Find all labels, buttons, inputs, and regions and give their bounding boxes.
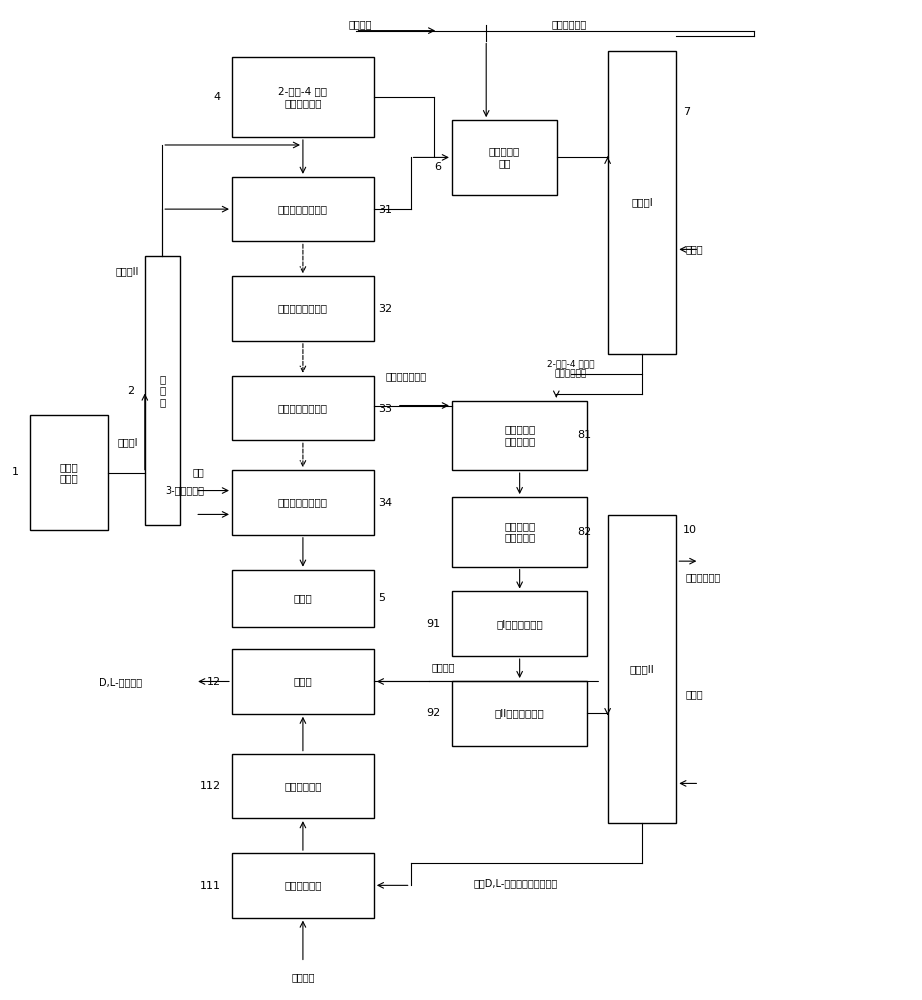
Text: D,L-甲硫氨酸: D,L-甲硫氨酸: [99, 677, 142, 687]
Text: 气提塔I: 气提塔I: [632, 197, 653, 207]
Text: 第一级中和釜: 第一级中和釜: [284, 880, 322, 890]
Text: 氨水溶液: 氨水溶液: [349, 20, 372, 30]
Text: 混合气I: 混合气I: [118, 437, 138, 447]
Bar: [145, 256, 180, 525]
Text: 112: 112: [200, 781, 221, 791]
Text: 第四级釜式反应器: 第四级釜式反应器: [278, 497, 328, 507]
Text: 2-羟基-4 甲硫
亚丁腈储存罐: 2-羟基-4 甲硫 亚丁腈储存罐: [278, 86, 327, 108]
Bar: [608, 51, 677, 354]
Text: 收焦: 收焦: [193, 467, 205, 477]
Text: 81: 81: [577, 430, 591, 440]
Text: 31: 31: [379, 205, 393, 215]
Bar: [232, 376, 374, 440]
Text: 二氧化碳: 二氧化碳: [291, 972, 315, 982]
Text: 2-羟基-4 甲硫亚
丁腈的水溶液: 2-羟基-4 甲硫亚 丁腈的水溶液: [548, 359, 595, 378]
Text: 第三级釜式反应器: 第三级釜式反应器: [278, 403, 328, 413]
Bar: [232, 57, 374, 137]
Bar: [608, 515, 677, 823]
Text: 未反应完的氰: 未反应完的氰: [551, 20, 586, 30]
Text: 碳酸氢钾水溶液: 碳酸氢钾水溶液: [385, 371, 426, 381]
Text: 91: 91: [427, 619, 441, 629]
Bar: [452, 497, 587, 567]
Text: 第II级釜式反应器: 第II级釜式反应器: [495, 708, 545, 718]
Text: 2: 2: [126, 386, 134, 396]
Text: 111: 111: [200, 881, 221, 891]
Text: 12: 12: [207, 677, 221, 687]
Bar: [30, 415, 108, 530]
Bar: [452, 401, 587, 470]
Text: 5: 5: [379, 593, 385, 603]
Text: 92: 92: [427, 708, 441, 718]
Text: 水蒸气: 水蒸气: [686, 689, 703, 699]
Text: 第一级釜式反应器: 第一级釜式反应器: [278, 204, 328, 214]
Bar: [232, 470, 374, 535]
Text: 34: 34: [379, 498, 393, 508]
Text: 结晶釜: 结晶釜: [293, 676, 313, 686]
Text: 吸
收
塔: 吸 收 塔: [160, 374, 165, 407]
Bar: [232, 177, 374, 241]
Bar: [232, 853, 374, 918]
Bar: [232, 276, 374, 341]
Text: 焚烧炉: 焚烧炉: [293, 593, 313, 603]
Text: 第二级釜式反应器: 第二级釜式反应器: [278, 304, 328, 314]
Bar: [452, 681, 587, 746]
Bar: [452, 591, 587, 656]
Text: 静态混合反
应器: 静态混合反 应器: [489, 147, 520, 168]
Text: 1: 1: [12, 467, 19, 477]
Text: 第二级中和釜: 第二级中和釜: [284, 781, 322, 791]
Text: 7: 7: [683, 107, 690, 117]
Text: 含有D,L-甲硫氨酸钾的水溶液: 含有D,L-甲硫氨酸钾的水溶液: [474, 878, 558, 888]
Text: 气提塔II: 气提塔II: [630, 664, 655, 674]
Bar: [232, 649, 374, 714]
Text: 33: 33: [379, 404, 393, 414]
Text: 4: 4: [214, 92, 221, 102]
Bar: [452, 120, 557, 195]
Bar: [232, 570, 374, 627]
Text: 氢氰酸
合成塔: 氢氰酸 合成塔: [60, 462, 78, 483]
Text: 第I级釜式反应器: 第I级釜式反应器: [496, 619, 543, 629]
Text: 82: 82: [577, 527, 591, 537]
Text: 3-甲硫亚丙醛: 3-甲硫亚丙醛: [165, 485, 205, 495]
Text: 混合气II: 混合气II: [115, 266, 138, 276]
Text: 10: 10: [683, 525, 697, 535]
Text: 第二级静态
混合反应器: 第二级静态 混合反应器: [504, 521, 536, 543]
Text: 二氧化碳和氨: 二氧化碳和氨: [686, 573, 721, 583]
Text: 碳酸氢钾: 碳酸氢钾: [431, 662, 455, 672]
Text: 第一级静态
混合反应器: 第一级静态 混合反应器: [504, 425, 536, 446]
Text: 32: 32: [379, 304, 393, 314]
Bar: [232, 754, 374, 818]
Text: 水蒸气: 水蒸气: [686, 244, 703, 254]
Text: 6: 6: [434, 162, 441, 172]
